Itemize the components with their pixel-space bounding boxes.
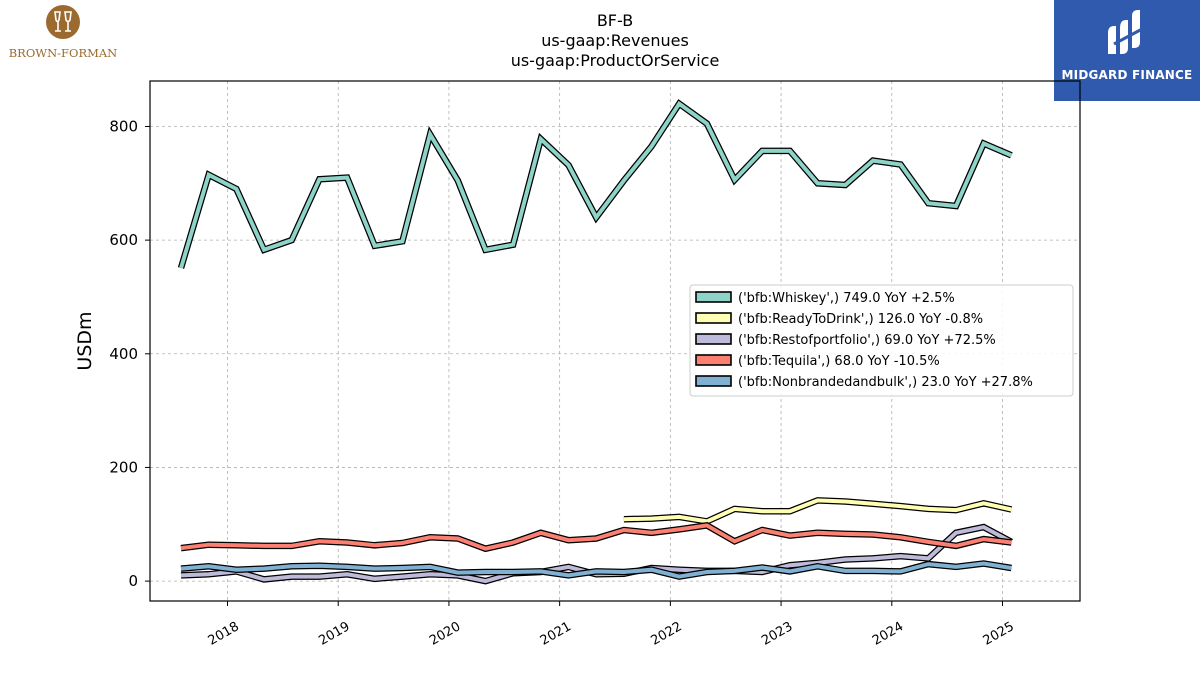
x-tick-label: 2024 (870, 619, 906, 649)
series-line-1 (623, 497, 1013, 525)
series-stroke (623, 498, 1012, 524)
y-axis-label: USDm (74, 311, 96, 370)
legend-swatch (695, 291, 732, 303)
legend-item: ('bfb:Whiskey',) 749.0 YoY +2.5% (695, 291, 955, 306)
midgard-finance-logo: MIDGARD FINANCE (1054, 0, 1200, 101)
x-tick-label: 2018 (206, 619, 242, 649)
x-tick-label: 2025 (981, 619, 1017, 649)
legend-swatch (695, 354, 732, 366)
series-stroke (180, 523, 1012, 551)
legend-item: ('bfb:Nonbrandedandbulk',) 23.0 YoY +27.… (695, 375, 1033, 390)
series-outline (177, 99, 1013, 269)
y-axis-ticks: 0 200 400 600 800 (109, 117, 150, 590)
series-stroke (180, 561, 1012, 579)
chart-series-group (177, 99, 1013, 585)
legend-label: ('bfb:Nonbrandedandbulk',) 23.0 YoY +27.… (738, 375, 1033, 390)
chart-title-ticker: BF-B (596, 11, 634, 30)
right-logo-text: MIDGARD FINANCE (1061, 68, 1193, 82)
y-tick-label: 600 (109, 231, 138, 249)
midgard-emblem-icon (1108, 10, 1145, 54)
brown-forman-logo: BROWN-FORMAN (0, 0, 130, 66)
chart-title-concept: us-gaap:Revenues (541, 31, 689, 50)
legend-swatch (695, 333, 732, 345)
legend-item: ('bfb:Restofportfolio',) 69.0 YoY +72.5% (695, 333, 996, 348)
series-line-3 (180, 522, 1012, 553)
plot-frame (149, 80, 1081, 602)
y-tick-label: 0 (128, 572, 138, 590)
legend-label: ('bfb:Whiskey',) 749.0 YoY +2.5% (738, 291, 955, 306)
x-axis-ticks: 2018 2019 2020 2021 2022 2023 2024 2025 (206, 601, 1017, 649)
legend-label: ('bfb:Tequila',) 68.0 YoY -10.5% (738, 354, 940, 369)
legend-item: ('bfb:ReadyToDrink',) 126.0 YoY -0.8% (695, 312, 983, 327)
legend-label: ('bfb:Restofportfolio',) 69.0 YoY +72.5% (738, 333, 996, 348)
x-tick-label: 2023 (759, 619, 795, 649)
x-tick-label: 2022 (649, 619, 685, 649)
brown-forman-emblem-icon: BROWN-FORMAN (9, 5, 118, 60)
y-tick-label: 800 (109, 117, 138, 135)
chart-legend: ('bfb:Whiskey',) 749.0 YoY +2.5% ('bfb:Re… (689, 284, 1074, 397)
legend-swatch (695, 312, 732, 324)
series-stroke (179, 100, 1013, 269)
legend-item: ('bfb:Tequila',) 68.0 YoY -10.5% (695, 354, 940, 369)
x-tick-label: 2020 (427, 619, 463, 649)
y-tick-label: 400 (109, 345, 138, 363)
x-tick-label: 2019 (316, 619, 352, 649)
x-tick-label: 2021 (538, 619, 574, 649)
legend-swatch (695, 375, 732, 387)
chart-title-block: BF-B us-gaap:Revenues us-gaap:ProductOrS… (415, 11, 815, 71)
legend-box (689, 284, 1074, 397)
y-tick-label: 200 (109, 458, 138, 476)
chart-title-axis: us-gaap:ProductOrService (510, 51, 720, 70)
series-line-4 (180, 560, 1012, 580)
left-logo-text: BROWN-FORMAN (9, 46, 118, 60)
legend-label: ('bfb:ReadyToDrink',) 126.0 YoY -0.8% (738, 312, 983, 327)
series-line-0 (177, 99, 1013, 269)
